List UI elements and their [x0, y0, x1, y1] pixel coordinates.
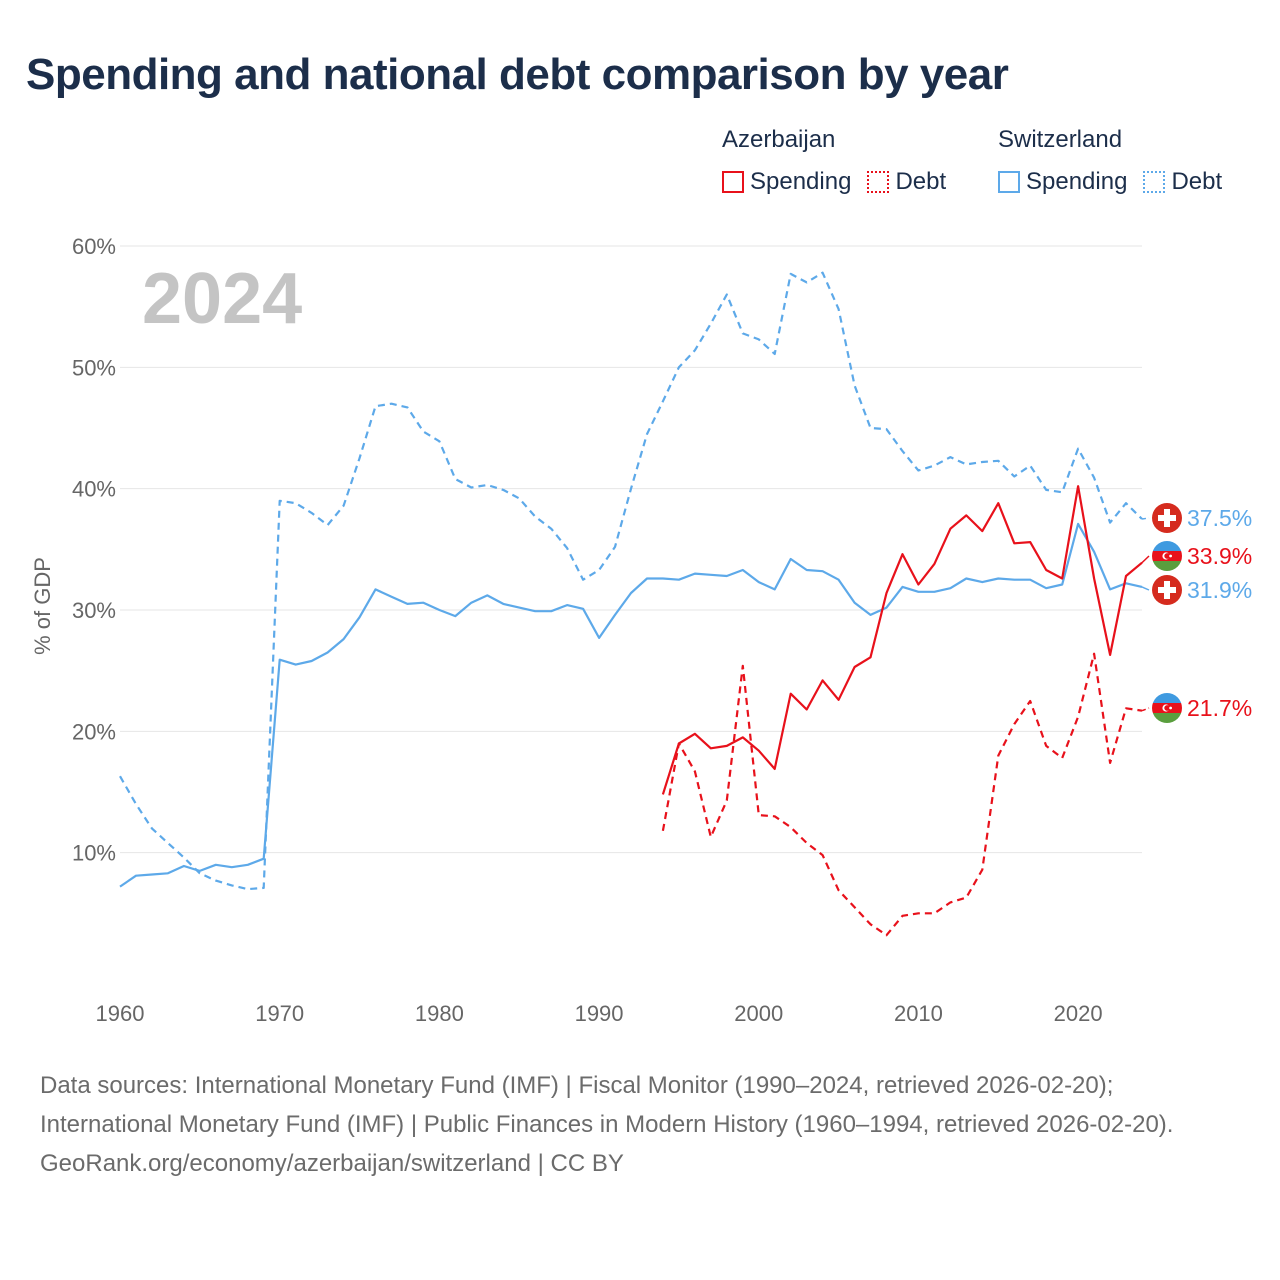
azerbaijan-flag-icon [1152, 541, 1182, 571]
legend-label: Spending [750, 168, 852, 195]
end-label-connector [1141, 555, 1150, 564]
line-chart: 2024 % of GDP 10% 20% 30% 40% 50% 60% 1960 197… [30, 234, 1252, 1026]
y-tick-label: 30% [72, 598, 116, 623]
x-axis-ticks: 1960 1970 1980 1990 2000 2010 2020 [96, 1001, 1103, 1026]
legend-swatch-dotted [867, 171, 890, 193]
legend-label: Debt [895, 168, 947, 195]
end-label-connector [1141, 586, 1150, 591]
legend-country-azerbaijan: Azerbaijan [722, 126, 836, 153]
x-tick-label: 1990 [575, 1001, 624, 1026]
series-line-azerbaijan-spending[interactable] [661, 485, 1143, 795]
y-tick-label: 60% [72, 234, 116, 259]
x-tick-label: 1980 [415, 1001, 464, 1026]
cross-horizontal [1158, 515, 1176, 521]
legend-group-azerbaijan: Azerbaijan Spending Debt [722, 124, 962, 198]
y-tick-label: 40% [72, 477, 116, 502]
legend-label: Debt [1171, 168, 1223, 195]
end-label-value: 31.9% [1187, 577, 1252, 603]
series-line-switzerland-debt[interactable] [119, 271, 1143, 891]
year-watermark: 2024 [142, 259, 302, 339]
end-label-value: 37.5% [1187, 505, 1252, 531]
footer: Data sources: International Monetary Fun… [40, 1066, 1240, 1183]
legend-item-switzerland-debt[interactable]: Debt [1143, 166, 1222, 198]
legend-item-azerbaijan-spending[interactable]: Spending [722, 166, 851, 198]
y-tick-label: 10% [72, 841, 116, 866]
end-label-connector [1141, 517, 1150, 520]
series-line-switzerland-spending[interactable] [119, 522, 1143, 888]
x-tick-label: 2010 [894, 1001, 943, 1026]
crescent-inner [1164, 553, 1171, 559]
x-tick-label: 1970 [255, 1001, 304, 1026]
y-tick-label: 50% [72, 355, 116, 380]
x-tick-label: 1960 [96, 1001, 145, 1026]
cross-horizontal [1158, 587, 1176, 593]
credit-link[interactable]: GeoRank.org/economy/azerbaijan/switzerla… [40, 1150, 624, 1177]
switzerland-flag-icon [1152, 575, 1182, 605]
series-lines [119, 271, 1143, 937]
x-tick-label: 2000 [734, 1001, 783, 1026]
legend-item-azerbaijan-debt[interactable]: Debt [867, 166, 946, 198]
y-axis-ticks: 10% 20% 30% 40% 50% 60% [72, 234, 116, 866]
legend-swatch-solid [722, 171, 744, 193]
azerbaijan-flag-icon [1152, 693, 1182, 723]
legend-swatch-dotted [1143, 171, 1166, 193]
y-tick-label: 20% [72, 719, 116, 744]
legend-label: Spending [1026, 168, 1128, 195]
star [1169, 554, 1172, 558]
chart-title: Spending and national debt comparison by… [26, 50, 1009, 99]
x-tick-label: 2020 [1054, 1001, 1103, 1026]
end-label-connector [1141, 707, 1150, 712]
crescent-inner [1164, 705, 1171, 711]
switzerland-flag-icon [1152, 503, 1182, 533]
data-sources: Data sources: International Monetary Fun… [40, 1072, 1174, 1138]
legend-group-switzerland: Switzerland Spending Debt [998, 124, 1238, 198]
end-label-value: 33.9% [1187, 543, 1252, 569]
y-axis-label: % of GDP [30, 557, 55, 655]
series-line-azerbaijan-debt[interactable] [661, 652, 1143, 937]
legend-item-switzerland-spending[interactable]: Spending [998, 166, 1127, 198]
end-label-value: 21.7% [1187, 695, 1252, 721]
legend-country-switzerland: Switzerland [998, 126, 1123, 153]
end-labels: 37.5% 33.9% 31.9% 21.7% [1141, 503, 1252, 723]
star [1169, 706, 1172, 710]
legend-swatch-solid [998, 171, 1020, 193]
